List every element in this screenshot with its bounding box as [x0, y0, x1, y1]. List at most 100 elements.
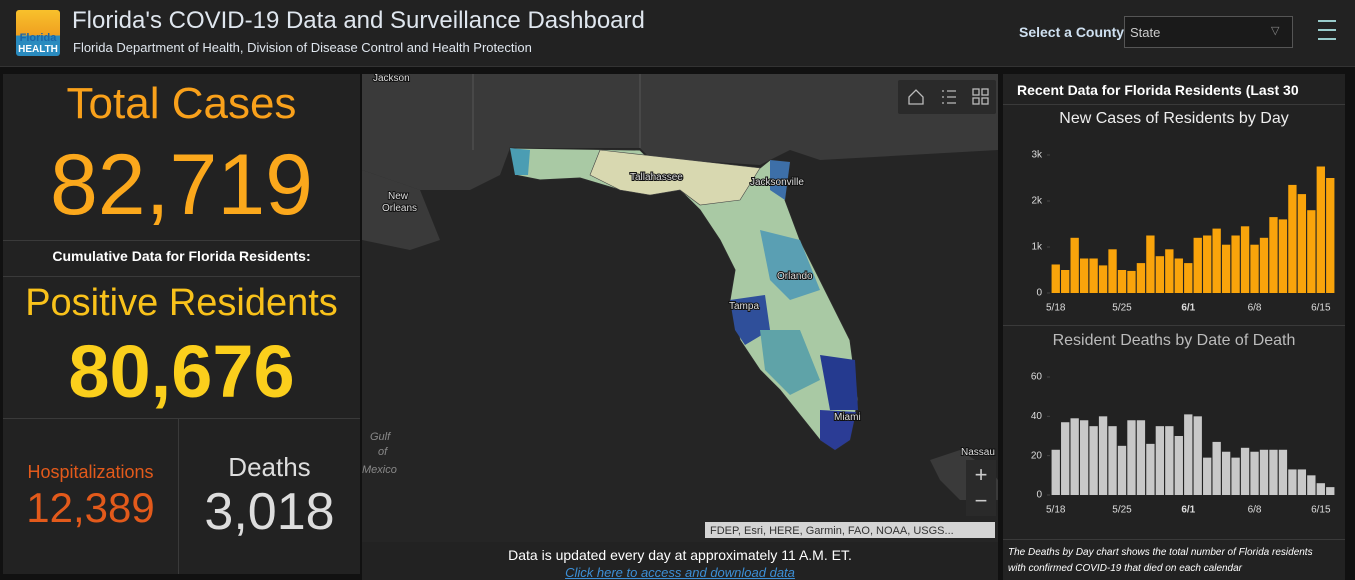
bar	[1127, 270, 1136, 293]
bar	[1051, 264, 1060, 293]
x-tick-label: 5/25	[1112, 505, 1132, 516]
bar	[1231, 235, 1240, 293]
zoom-out[interactable]: −	[975, 488, 988, 513]
bar	[1184, 263, 1193, 293]
bar	[1155, 256, 1165, 293]
total-cases-label: Total Cases	[66, 79, 297, 128]
bar	[1165, 249, 1174, 293]
update-note: Data is updated every day at approximate…	[508, 547, 852, 563]
chart: Resident Deaths by Date of Death 0 20 40 60 5…	[1031, 332, 1335, 516]
bar	[1155, 426, 1165, 495]
bar	[1326, 178, 1335, 293]
bar	[1316, 166, 1325, 293]
bar	[1079, 420, 1089, 495]
x-tick-label: 5/18	[1046, 303, 1066, 314]
bar	[1061, 270, 1070, 293]
select-label: Select a County	[1019, 24, 1125, 40]
y-tick-label: 2k	[1031, 196, 1043, 207]
deaths-label: Deaths	[228, 452, 311, 482]
right-panel: Recent Data for Florida Residents (Last …	[1003, 74, 1345, 580]
bar	[1326, 487, 1335, 495]
map[interactable]: Jackson Tallahassee Jacksonville New Orl…	[362, 74, 998, 542]
bar	[1250, 451, 1259, 495]
logo: Florida HEALTH	[16, 10, 60, 56]
dropdown-arrow: ▽	[1271, 25, 1280, 37]
y-tick-label: 0	[1036, 490, 1042, 501]
logo-text: HEALTH	[18, 44, 58, 55]
y-tick-label: 3k	[1031, 150, 1043, 161]
x-tick-label: 5/18	[1046, 505, 1066, 516]
bar	[1089, 426, 1098, 495]
map-label: Jackson	[373, 74, 410, 84]
bar	[1127, 420, 1136, 495]
map-label: Tallahassee	[630, 172, 683, 183]
bar	[1070, 418, 1079, 495]
stats-panel: Total Cases 82,719 Cumulative Data for F…	[3, 74, 360, 574]
hospitalizations-value: 12,389	[26, 484, 155, 531]
bar	[1193, 237, 1202, 293]
bar	[1146, 235, 1155, 293]
bar	[1108, 249, 1117, 293]
panel-heading: Recent Data for Florida Residents (Last …	[1017, 82, 1299, 98]
map-label: Tampa	[729, 301, 759, 312]
bar	[1136, 263, 1146, 293]
map-label: Mexico	[362, 464, 397, 476]
map-label: Nassau	[961, 447, 995, 458]
x-tick-label: 6/15	[1311, 303, 1331, 314]
bar	[1098, 265, 1108, 293]
select-value: State	[1130, 25, 1161, 40]
menu-button[interactable]	[1318, 20, 1336, 40]
total-cases-value: 82,719	[49, 137, 314, 233]
bar	[1240, 447, 1250, 495]
bar	[1184, 414, 1193, 495]
bar	[1051, 449, 1060, 495]
bar	[1117, 270, 1127, 293]
footer: Data is updated every day at approximate…	[362, 542, 998, 580]
map-label: of	[378, 446, 388, 458]
bar	[1212, 441, 1221, 495]
y-tick-label: 60	[1031, 372, 1043, 383]
bar	[1240, 226, 1250, 293]
bar	[1288, 184, 1297, 293]
bar	[1221, 451, 1231, 495]
bar	[1117, 445, 1127, 495]
bar	[1174, 436, 1183, 495]
bar	[1165, 426, 1174, 495]
hospitalizations-label: Hospitalizations	[27, 462, 154, 482]
bar	[1269, 449, 1278, 495]
bar	[1079, 258, 1089, 293]
zoom-in[interactable]: +	[975, 462, 988, 487]
bar	[1108, 426, 1117, 495]
map-label: Miami	[834, 412, 861, 423]
positive-value: 80,676	[68, 330, 295, 413]
bar	[1269, 217, 1278, 293]
bar	[1297, 469, 1307, 495]
download-link[interactable]: Click here to access and download data	[565, 565, 795, 580]
map-label: New	[388, 191, 409, 202]
bar	[1061, 422, 1070, 495]
bar	[1203, 457, 1212, 495]
bar	[1316, 483, 1325, 495]
x-tick-label: 6/1	[1181, 303, 1195, 314]
chart-title: Resident Deaths by Date of Death	[1053, 332, 1296, 349]
x-tick-label: 6/1	[1181, 505, 1195, 516]
map-label: Jacksonville	[750, 177, 804, 188]
x-tick-label: 6/8	[1248, 303, 1262, 314]
zoom-control[interactable]	[966, 460, 996, 516]
bar	[1070, 237, 1079, 293]
attribution: FDEP, Esri, HERE, Garmin, FAO, NOAA, USG…	[710, 525, 954, 537]
y-tick-label: 20	[1031, 450, 1043, 461]
county-select[interactable]: State ▽	[1124, 16, 1293, 48]
bar	[1250, 244, 1259, 293]
logo-text: Florida	[19, 32, 57, 44]
bar	[1136, 420, 1146, 495]
bar	[1307, 475, 1316, 495]
bar	[1193, 416, 1202, 495]
deaths-value: 3,018	[204, 483, 335, 541]
bar	[1089, 258, 1098, 293]
bar	[1297, 194, 1307, 293]
subtitle: Florida Department of Health, Division o…	[73, 40, 532, 55]
bar	[1307, 210, 1316, 293]
map-label: Orleans	[382, 203, 417, 214]
